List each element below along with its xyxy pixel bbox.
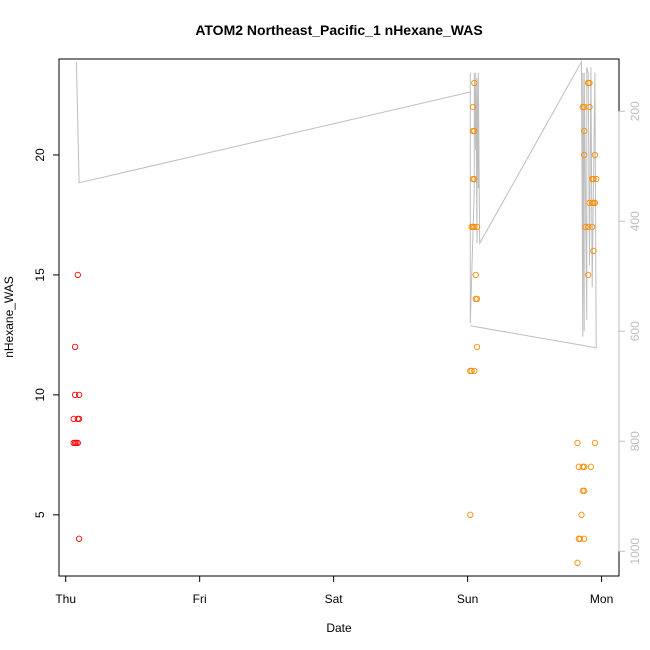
data-point-s0-5 [71, 343, 79, 351]
data-point-s1-13 [471, 79, 478, 87]
data-point-s1-7 [473, 223, 481, 231]
data-point-s0-7 [75, 415, 83, 423]
data-point-s1-28 [581, 535, 588, 542]
data-point-s1-46 [590, 247, 597, 255]
profile-line-layer [75, 59, 597, 349]
data-point-s1-37 [585, 271, 592, 279]
data-point-s1-42 [590, 175, 597, 183]
data-point-s1-12 [469, 103, 477, 111]
right-tick-label: 400 [628, 211, 642, 231]
data-point-s0-9 [75, 391, 83, 399]
data-point-s1-32 [581, 151, 588, 159]
data-point-s1-22 [574, 559, 581, 566]
data-point-s1-40 [587, 463, 595, 470]
data-point-s1-31 [581, 127, 588, 135]
right-tick-label: 600 [628, 321, 642, 341]
y-tick-label: 5 [33, 511, 47, 518]
data-point-s1-18 [574, 439, 581, 447]
data-point-s1-2 [468, 367, 475, 375]
data-point-s1-47 [591, 151, 599, 159]
chart-title: ATOM2 Northeast_Pacific_1 nHexane_WAS [195, 22, 482, 38]
y-tick-label: 20 [33, 148, 47, 162]
data-point-s1-3 [471, 367, 478, 375]
profile-line [75, 59, 597, 349]
y-tick-label: 10 [33, 388, 47, 402]
data-point-s1-48 [591, 439, 599, 447]
data-point-s1-0 [467, 511, 474, 518]
y-axis-label: nHexane_WAS [2, 276, 16, 358]
data-point-s1-11 [471, 127, 478, 135]
data-point-s0-8 [74, 439, 81, 447]
right-axis: 200 400 600 800 1000 [618, 101, 642, 565]
x-tick-label: Sat [325, 592, 344, 606]
right-tick-label: 800 [628, 431, 642, 451]
plot-frame [58, 58, 620, 577]
data-point-s1-39 [586, 103, 593, 111]
data-point-s1-36 [585, 223, 592, 231]
y-tick-label: 15 [33, 268, 47, 282]
data-point-s1-23 [578, 511, 585, 518]
x-axis: Thu Fri Sat Sun Mon [55, 575, 613, 606]
data-point-s1-49 [591, 199, 599, 207]
data-point-s1-6 [471, 223, 478, 231]
x-tick-label: Fri [193, 592, 207, 606]
data-point-s1-33 [582, 223, 589, 231]
data-point-s1-35 [586, 79, 593, 87]
data-point-s1-45 [589, 223, 596, 231]
x-tick-label: Sun [457, 592, 478, 606]
data-point-s0-4 [71, 391, 79, 399]
data-point-s1-17 [473, 343, 481, 351]
data-point-s1-21 [576, 535, 584, 542]
data-point-s0-10 [74, 271, 81, 279]
data-point-s1-14 [472, 271, 479, 279]
data-point-s1-9 [471, 175, 478, 183]
data-point-s1-27 [581, 487, 588, 494]
points-layer [70, 79, 600, 566]
right-tick-label: 200 [628, 101, 642, 121]
data-point-s1-50 [593, 175, 600, 183]
x-axis-label: Date [326, 621, 352, 635]
y-axis: 5 10 15 20 [33, 148, 60, 518]
data-point-s0-11 [75, 535, 83, 542]
data-point-s1-25 [581, 463, 588, 470]
right-tick-label: 1000 [628, 538, 642, 565]
data-point-s1-16 [473, 295, 481, 303]
x-tick-label: Mon [590, 592, 613, 606]
x-tick-label: Thu [55, 592, 76, 606]
